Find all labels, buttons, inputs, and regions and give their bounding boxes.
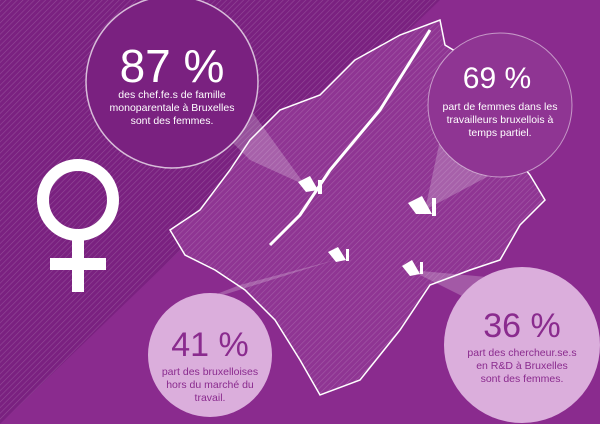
stat-text: sont des femmes.: [481, 373, 564, 385]
megaphone-icons: [298, 176, 436, 276]
stat-text: travail.: [195, 392, 226, 404]
stat-value: 87 %: [120, 40, 225, 92]
stat-circle: [444, 267, 600, 423]
stat-value: 36 %: [483, 307, 561, 345]
stat-text: part des chercheur.se.s: [467, 347, 576, 359]
stat-text: hors du marché du: [166, 379, 254, 391]
stat-text: travailleurs bruxellois à: [447, 114, 554, 126]
stat-text: en R&D à Bruxelles: [476, 360, 568, 372]
stat-text: sont des femmes.: [131, 115, 214, 127]
stat-circle: [148, 293, 272, 417]
stat-text: part des bruxelloises: [162, 366, 258, 378]
stat-text: temps partiel.: [468, 127, 531, 139]
stat-value: 69 %: [463, 62, 531, 95]
stat-text: part de femmes dans les: [443, 101, 558, 113]
stat-text: des chef.fe.s de famille: [118, 89, 226, 101]
stat-text: monoparentale à Bruxelles: [110, 102, 235, 114]
female-symbol: [37, 159, 119, 292]
stat-circle: [85, 0, 259, 169]
stat-value: 41 %: [171, 326, 249, 364]
canal: [268, 29, 432, 247]
stat-circle: [427, 32, 573, 178]
